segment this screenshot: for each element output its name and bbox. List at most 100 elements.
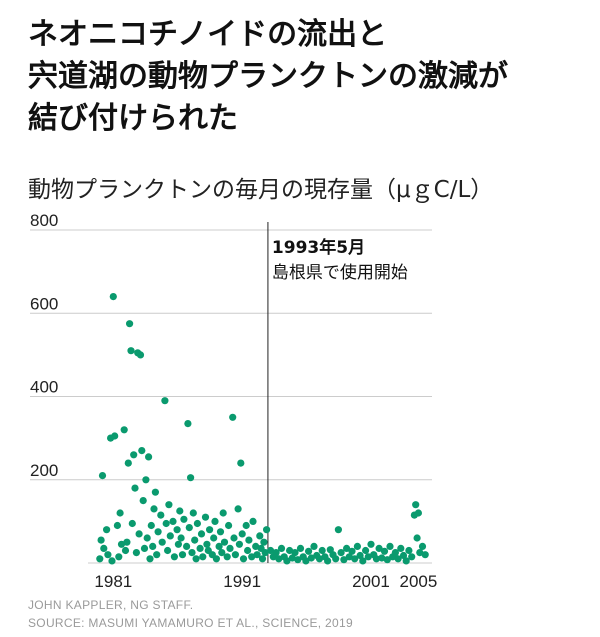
data-point — [180, 515, 188, 523]
chart-subtitle: 動物プランクトンの毎月の現存量（μｇC/L） — [28, 177, 494, 203]
data-point — [100, 544, 108, 553]
data-point — [108, 557, 116, 565]
data-point — [245, 536, 253, 544]
data-point — [206, 526, 214, 534]
data-point — [211, 517, 219, 526]
data-point — [219, 509, 227, 517]
data-point — [258, 555, 267, 563]
data-point — [149, 542, 157, 551]
data-point — [177, 534, 185, 542]
data-point — [216, 528, 225, 536]
data-point — [234, 505, 242, 513]
data-point — [197, 530, 206, 538]
data-point — [161, 397, 169, 405]
data-point — [367, 540, 375, 548]
annotation-note: 島根県で使用開始 — [272, 262, 408, 283]
y-tick-label-600: 600 — [30, 294, 58, 313]
data-point — [372, 555, 380, 563]
data-point — [362, 546, 370, 555]
x-tick-label-1991: 1991 — [223, 572, 261, 591]
data-point — [223, 553, 231, 561]
data-point — [123, 538, 131, 546]
data-point — [157, 511, 165, 519]
data-point — [127, 347, 135, 355]
data-point — [166, 532, 174, 540]
data-point — [356, 551, 364, 560]
data-point — [263, 526, 271, 534]
data-point — [412, 501, 420, 509]
data-point — [275, 555, 283, 563]
data-point — [212, 555, 220, 563]
data-point — [193, 519, 201, 528]
data-point — [97, 536, 105, 544]
credit-source: SOURCE: MASUMI YAMAMURO ET AL., SCIENCE,… — [28, 616, 353, 630]
data-point — [140, 544, 149, 553]
data-point — [132, 549, 140, 557]
data-point — [256, 532, 264, 540]
data-point — [130, 451, 138, 459]
data-point — [318, 546, 326, 555]
data-point — [237, 459, 245, 467]
data-point — [142, 476, 150, 484]
data-point — [203, 540, 211, 548]
data-point — [162, 519, 170, 528]
data-point — [126, 320, 134, 328]
data-point — [196, 544, 204, 553]
data-point — [115, 553, 123, 561]
data-point — [359, 557, 367, 565]
data-point — [332, 555, 340, 563]
title-line-1: ネオニコチノイドの流出と — [28, 17, 388, 52]
data-point — [151, 488, 159, 496]
data-point — [117, 540, 126, 548]
data-point — [199, 553, 207, 561]
data-point — [353, 542, 361, 551]
data-point — [185, 524, 193, 532]
data-point — [113, 521, 121, 530]
data-point — [402, 557, 410, 565]
data-point — [418, 542, 427, 551]
data-point — [364, 553, 372, 561]
data-point — [230, 534, 238, 542]
data-point — [421, 551, 429, 559]
data-point — [305, 547, 313, 555]
data-point — [260, 538, 268, 546]
data-point — [324, 557, 332, 565]
data-point — [98, 472, 107, 480]
data-point — [220, 538, 229, 546]
data-point — [169, 517, 177, 526]
title-line-3: 結び付けられた — [28, 101, 238, 136]
annotation-date: 1993年5月 — [272, 237, 365, 258]
data-point — [291, 549, 299, 557]
data-point — [178, 551, 187, 559]
data-point — [187, 474, 195, 482]
chart-title: ネオニコチノイドの流出と 宍道湖の動物プランクトンの激減が 結び付けられた — [28, 14, 588, 140]
data-point — [189, 509, 197, 517]
data-point — [201, 513, 210, 521]
y-tick-label-800: 800 — [30, 211, 58, 230]
data-point — [249, 517, 257, 526]
data-point — [340, 556, 348, 564]
data-point — [380, 547, 389, 555]
data-point — [397, 544, 405, 553]
x-tick-label-2005: 2005 — [400, 572, 438, 591]
data-point — [391, 549, 399, 557]
credit-staff: JOHN KAPPLER, NG STAFF. — [28, 598, 194, 612]
data-point — [104, 551, 112, 559]
data-point — [405, 546, 413, 555]
data-point — [121, 546, 130, 555]
data-point — [277, 544, 286, 553]
data-point — [267, 546, 275, 555]
data-point — [414, 509, 422, 517]
data-point — [116, 509, 124, 517]
data-point — [416, 549, 424, 557]
data-point — [145, 453, 153, 461]
x-tick-label-1981: 1981 — [94, 572, 132, 591]
data-point — [351, 555, 359, 563]
data-point — [215, 542, 223, 551]
data-point — [413, 534, 421, 542]
data-point — [253, 551, 261, 559]
data-point — [378, 554, 386, 562]
data-point — [272, 549, 280, 557]
data-point — [252, 542, 260, 551]
